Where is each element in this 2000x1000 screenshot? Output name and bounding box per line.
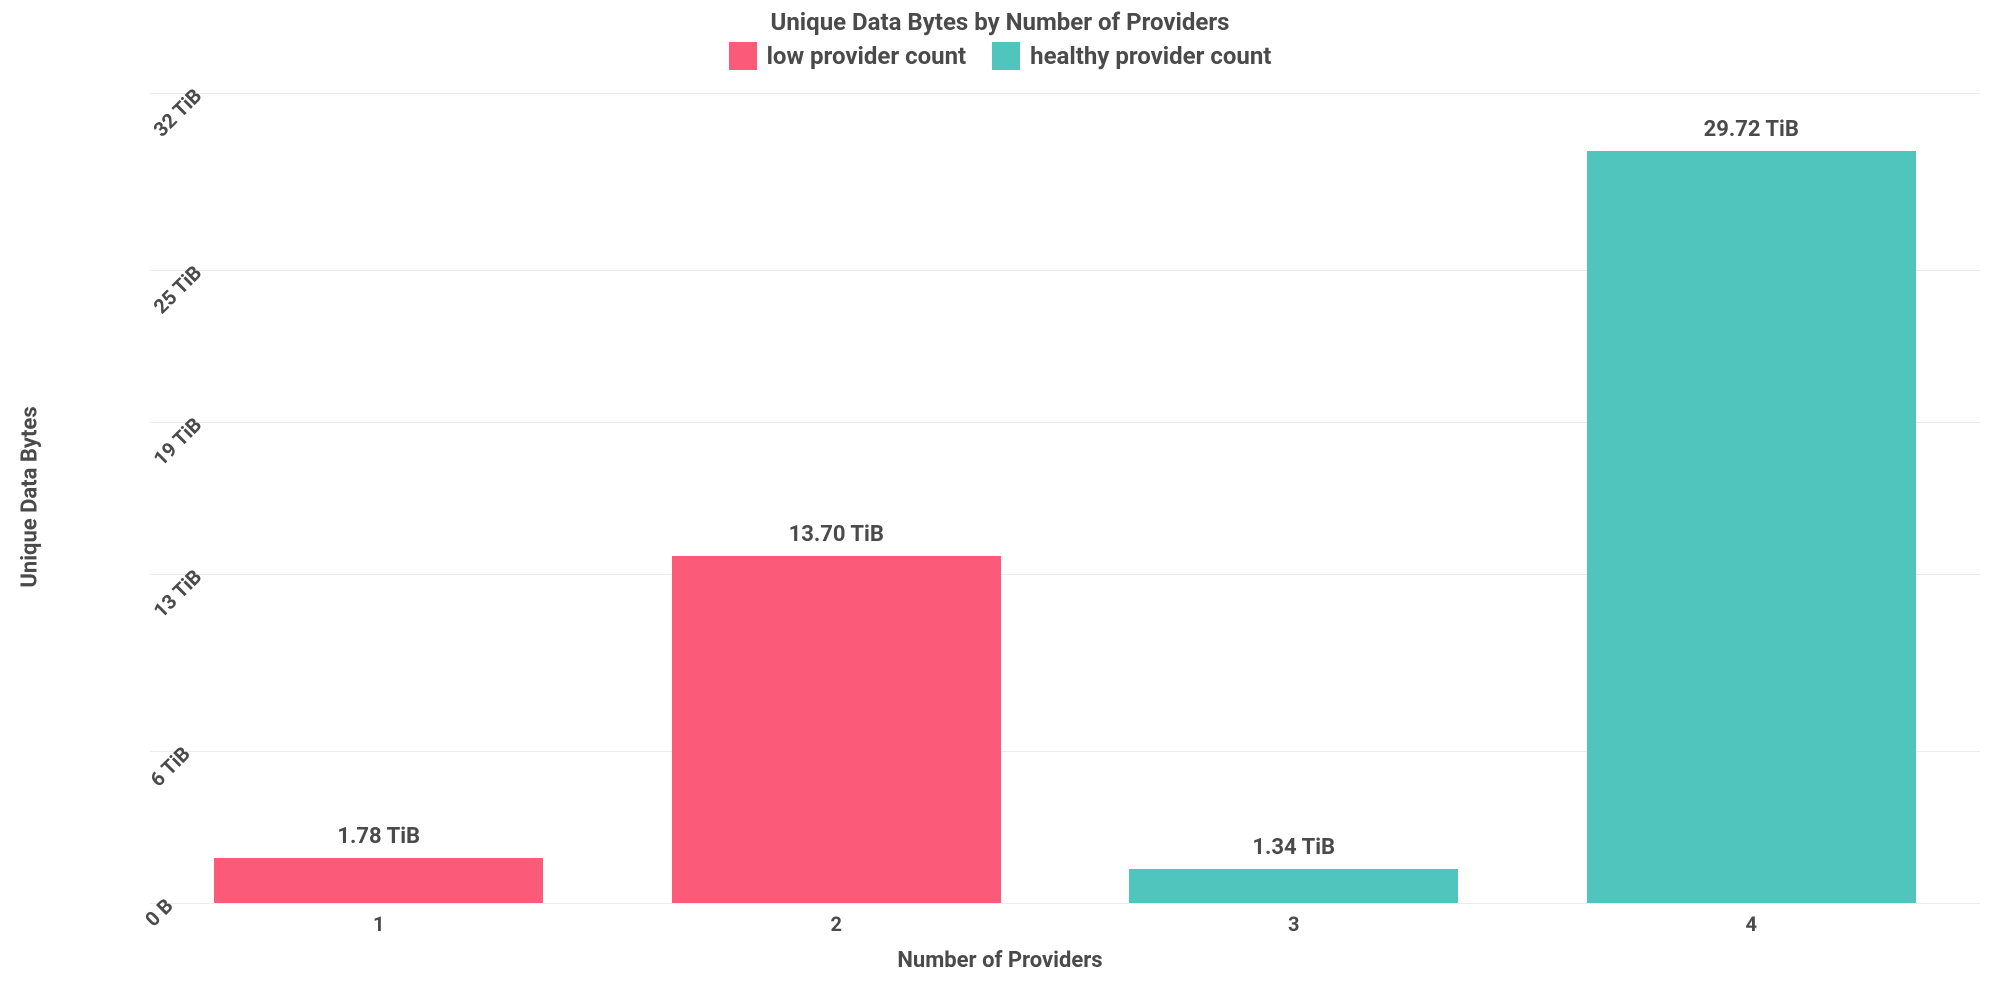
x-tick-label: 3 — [1288, 912, 1299, 936]
plot-area — [150, 92, 1980, 903]
x-tick-label: 1 — [373, 912, 384, 936]
x-tick-label: 4 — [1746, 912, 1757, 936]
y-axis-label: Unique Data Bytes — [18, 406, 43, 587]
bar — [214, 858, 543, 903]
legend-label-low: low provider count — [767, 42, 967, 70]
legend-label-healthy: healthy provider count — [1030, 42, 1271, 70]
x-axis-label: Number of Providers — [0, 948, 2000, 973]
bar-value-label: 29.72 TiB — [1704, 117, 1799, 142]
bar — [1129, 869, 1458, 903]
bar-value-label: 1.78 TiB — [337, 824, 420, 849]
bar — [672, 556, 1001, 903]
chart-title: Unique Data Bytes by Number of Providers — [0, 8, 2000, 36]
bar-value-label: 13.70 TiB — [789, 522, 884, 547]
chart-legend: low provider count healthy provider coun… — [0, 42, 2000, 76]
gridline — [150, 903, 1980, 904]
gridline — [150, 93, 1980, 94]
bar-value-label: 1.34 TiB — [1252, 835, 1335, 860]
legend-swatch-healthy — [992, 42, 1020, 70]
x-tick-label: 2 — [831, 912, 842, 936]
legend-item-healthy: healthy provider count — [992, 42, 1271, 70]
chart-container: Unique Data Bytes by Number of Providers… — [0, 0, 2000, 1000]
bar — [1587, 151, 1916, 903]
legend-item-low: low provider count — [729, 42, 967, 70]
legend-swatch-low — [729, 42, 757, 70]
